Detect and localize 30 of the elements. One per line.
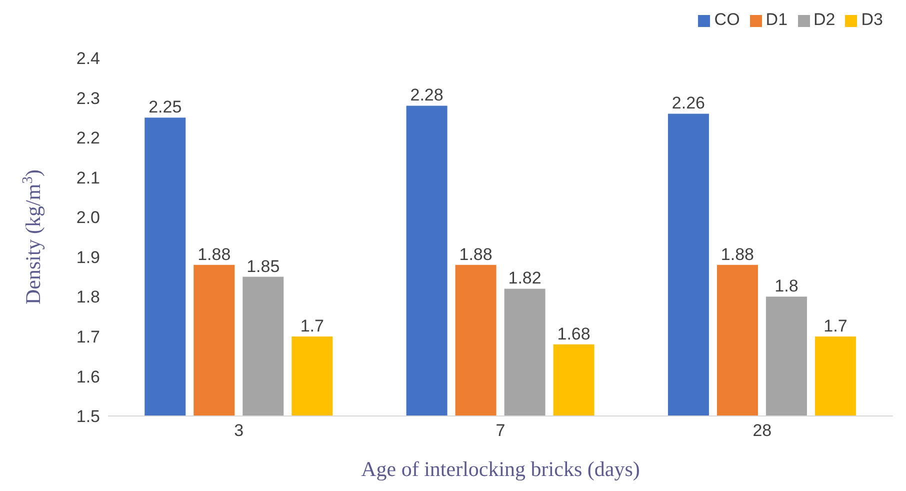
y-tick-label: 2.1 xyxy=(76,168,100,188)
x-axis-title: Age of interlocking bricks (days) xyxy=(361,457,640,481)
data-label: 1.88 xyxy=(198,244,231,264)
data-label: 1.82 xyxy=(508,268,542,288)
data-label: 2.25 xyxy=(148,98,182,117)
data-label: 1.8 xyxy=(774,276,798,296)
y-tick-label: 1.6 xyxy=(76,367,100,386)
y-tick-label: 1.5 xyxy=(76,407,100,426)
data-label: 2.26 xyxy=(672,94,706,113)
y-tick-label: 1.9 xyxy=(76,248,100,267)
legend-label: CO xyxy=(714,10,740,29)
y-tick-label: 2.2 xyxy=(76,128,100,148)
legend-label: D2 xyxy=(814,10,836,29)
data-label: 1.85 xyxy=(246,256,280,276)
x-tick-label: 3 xyxy=(234,421,244,440)
y-tick-label: 2.3 xyxy=(76,88,100,108)
data-label: 1.88 xyxy=(459,244,492,264)
data-label: 1.7 xyxy=(824,316,848,336)
y-tick-label: 2.4 xyxy=(76,49,100,68)
x-tick-label: 28 xyxy=(752,421,772,440)
data-label: 1.88 xyxy=(720,244,754,264)
legend-label: D3 xyxy=(861,10,883,29)
y-tick-label: 1.7 xyxy=(76,327,100,346)
data-label: 1.7 xyxy=(300,316,324,336)
x-tick-label: 7 xyxy=(496,421,506,440)
legend-label: D1 xyxy=(766,10,788,29)
y-tick-label: 2.0 xyxy=(76,208,100,228)
data-label: 2.28 xyxy=(410,86,444,105)
data-label: 1.68 xyxy=(557,324,590,344)
y-tick-label: 1.8 xyxy=(76,288,100,307)
